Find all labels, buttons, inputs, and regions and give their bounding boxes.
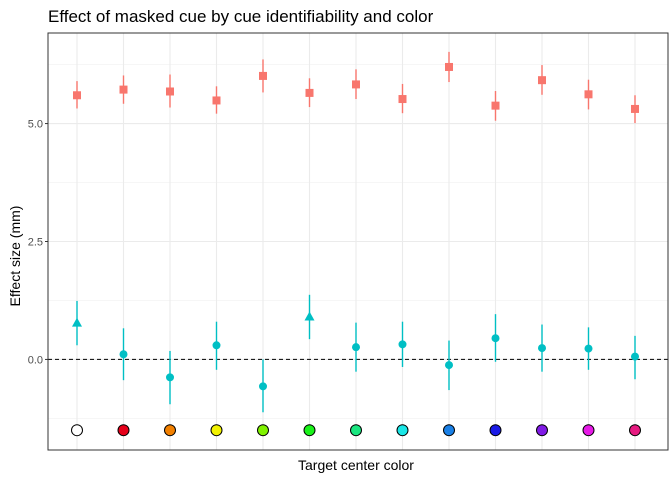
data-point-square xyxy=(491,101,500,110)
color-key-dot xyxy=(629,424,641,437)
data-point-square xyxy=(584,90,593,99)
color-key-dot xyxy=(164,424,176,437)
data-point-triangle xyxy=(72,317,82,327)
color-key-dot xyxy=(489,424,502,437)
data-point-circle xyxy=(491,334,500,343)
data-point-triangle xyxy=(304,311,315,321)
y-axis-title: Effect size (mm) xyxy=(7,206,23,307)
color-key-dot xyxy=(536,424,548,437)
y-tick-label: 2.5 xyxy=(28,237,43,249)
color-key-dot xyxy=(117,424,130,437)
chart-title: Effect of masked cue by cue identifiabil… xyxy=(48,7,434,26)
y-tick-label: 5.0 xyxy=(28,119,43,131)
data-point-circle xyxy=(584,344,593,353)
data-point-square xyxy=(259,71,267,80)
color-key xyxy=(71,424,641,437)
color-key-dot xyxy=(257,424,269,437)
color-key-dot xyxy=(71,424,83,437)
data-point-square xyxy=(445,62,453,71)
data-point-square xyxy=(398,95,407,104)
data-point-circle xyxy=(445,361,453,370)
color-key-dot xyxy=(350,424,362,437)
data-point-circle xyxy=(212,341,221,350)
y-tick-label: 0.0 xyxy=(28,354,43,366)
data-marks xyxy=(72,51,639,413)
plot-border xyxy=(47,32,669,451)
color-key-dot xyxy=(582,424,595,437)
data-point-circle xyxy=(119,350,128,359)
data-point-square xyxy=(166,87,174,96)
data-point-square xyxy=(631,104,639,113)
color-key-dot xyxy=(303,424,316,437)
data-point-circle xyxy=(259,382,267,391)
data-point-square xyxy=(305,88,314,97)
data-point-circle xyxy=(166,373,174,382)
data-point-square xyxy=(212,96,221,105)
data-point-square xyxy=(352,80,360,89)
x-axis-title: Target center color xyxy=(298,457,414,473)
data-point-circle xyxy=(538,344,546,353)
data-point-square xyxy=(73,91,81,100)
data-point-circle xyxy=(631,352,639,361)
color-key-dot xyxy=(396,424,409,437)
y-axis: 0.0 2.5 5.0 xyxy=(28,119,48,366)
data-point-circle xyxy=(352,343,360,352)
data-point-circle xyxy=(398,340,407,349)
color-key-dot xyxy=(443,424,455,437)
color-key-dot xyxy=(210,424,223,437)
data-point-square xyxy=(538,76,546,85)
data-point-square xyxy=(119,85,128,94)
